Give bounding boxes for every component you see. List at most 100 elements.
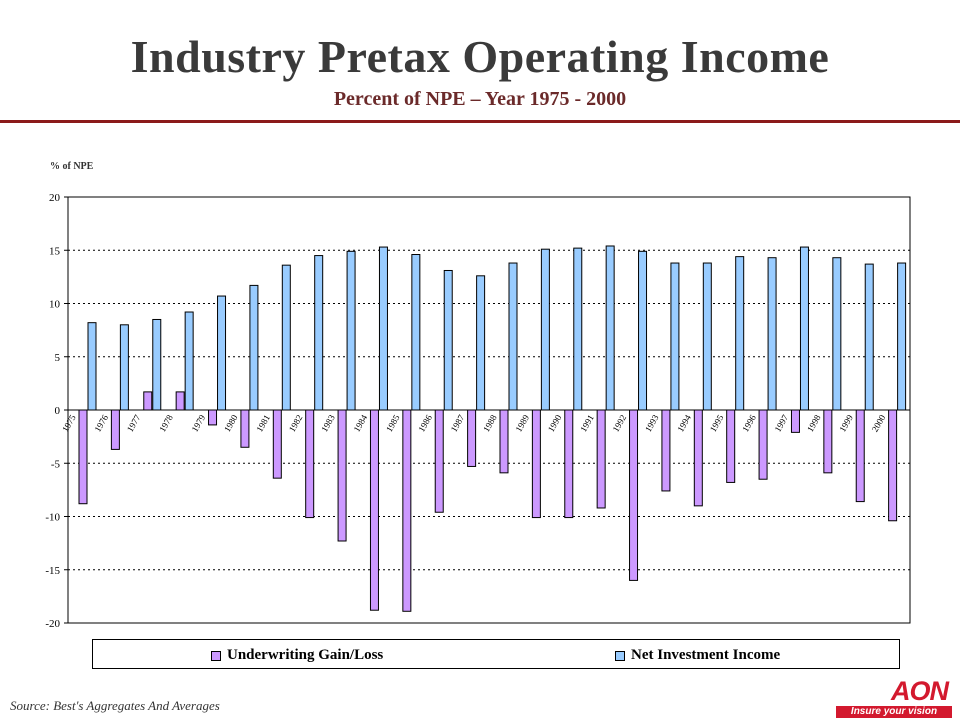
x-tick-label: 1993 — [643, 413, 661, 434]
y-tick-label: 0 — [55, 405, 61, 417]
grid-lines — [68, 196, 910, 571]
y-tick-label: 15 — [49, 245, 61, 257]
bar-underwriting — [531, 409, 541, 519]
x-tick-label: 1975 — [60, 413, 78, 434]
y-tick-label: 5 — [55, 352, 61, 364]
x-tick-label: 2000 — [870, 413, 888, 434]
x-tick-label: 1980 — [222, 413, 240, 434]
bars — [78, 245, 907, 612]
legend-item-underwriting: Underwriting Gain/Loss — [211, 647, 383, 664]
x-tick-label: 1989 — [513, 413, 531, 434]
bar-underwriting — [272, 409, 282, 479]
bar-investment — [670, 262, 680, 411]
x-tick-label: 1991 — [578, 413, 596, 434]
bar-underwriting — [758, 409, 768, 480]
bar-underwriting — [467, 409, 477, 467]
page-subtitle: Percent of NPE – Year 1975 - 2000 — [333, 88, 627, 110]
bar-underwriting — [175, 391, 185, 411]
x-tick-label: 1995 — [708, 413, 726, 434]
bar-investment — [573, 247, 583, 411]
x-tick-label: 1983 — [319, 413, 337, 434]
x-tick-label: 1992 — [611, 413, 629, 434]
bar-investment — [702, 262, 712, 411]
bar-investment — [540, 248, 550, 411]
x-tick-label: 1986 — [416, 413, 434, 434]
source-note: Source: Best's Aggregates And Averages — [10, 698, 220, 713]
bar-underwriting — [855, 409, 865, 503]
y-tick-label: -10 — [45, 512, 60, 524]
bar-underwriting — [564, 409, 574, 519]
bar-investment — [638, 250, 648, 411]
bar-underwriting — [337, 409, 347, 542]
bar-investment — [314, 255, 324, 411]
bar-underwriting — [110, 409, 120, 450]
bar-underwriting — [143, 391, 153, 411]
y-tick-label: -5 — [51, 458, 61, 470]
bar-investment — [605, 245, 615, 411]
bar-investment — [508, 262, 518, 411]
axes — [64, 196, 911, 624]
legend-label-investment: Net Investment Income — [631, 647, 781, 663]
bar-underwriting — [790, 409, 800, 433]
bar-investment — [411, 254, 421, 411]
aon-logo: AON Insure your vision — [836, 676, 952, 718]
x-tick-label: 1977 — [125, 413, 143, 434]
legend-item-investment: Net Investment Income — [615, 647, 780, 664]
chart-legend: Underwriting Gain/Loss Net Investment In… — [92, 639, 900, 669]
bar-investment — [767, 257, 777, 411]
bar-underwriting — [434, 409, 444, 513]
bar-underwriting — [596, 409, 606, 509]
y-tick-label: 10 — [49, 299, 61, 311]
x-tick-label: 1976 — [92, 413, 110, 434]
bar-underwriting — [208, 409, 218, 426]
x-tick-label: 1988 — [481, 413, 499, 434]
bar-investment — [87, 322, 97, 411]
bar-underwriting — [693, 409, 703, 507]
bar-underwriting — [823, 409, 833, 474]
header-rule — [0, 120, 960, 123]
bar-underwriting — [305, 409, 315, 519]
bar-chart: 20 15 10 5 0 -5 -10 -15 -20 1975 1976 1977 1978 1979 1… — [45, 192, 911, 630]
bar-underwriting — [629, 409, 639, 581]
bar-underwriting — [888, 409, 898, 522]
bar-investment — [119, 324, 129, 411]
x-tick-label: 1985 — [384, 413, 402, 434]
y-tick-label: -15 — [45, 565, 60, 577]
legend-swatch-investment — [615, 650, 625, 661]
bar-investment — [346, 250, 356, 411]
y-axis-label: % of NPE — [50, 161, 94, 172]
x-tick-label: 1979 — [190, 413, 208, 434]
bar-investment — [281, 264, 291, 411]
bar-investment — [864, 263, 874, 411]
x-tick-label: 1981 — [254, 413, 272, 434]
x-tick-label: 1998 — [805, 413, 823, 434]
y-tick-label: 20 — [49, 192, 61, 204]
x-tick-label: 1997 — [773, 413, 791, 434]
bar-underwriting — [726, 409, 736, 483]
legend-swatch-underwriting — [211, 650, 221, 661]
x-tick-label: 1994 — [675, 413, 693, 434]
bar-investment — [897, 262, 907, 411]
legend-label-underwriting: Underwriting Gain/Loss — [227, 647, 384, 663]
bar-investment — [249, 284, 259, 411]
x-tick-label: 1996 — [740, 413, 758, 434]
bar-investment — [217, 295, 227, 411]
logo-wordmark: AON — [891, 676, 949, 706]
x-tick-label: 1990 — [546, 413, 564, 434]
bar-investment — [378, 246, 388, 411]
x-tick-label: 1999 — [837, 413, 855, 434]
logo-tagline: Insure your vision — [836, 706, 952, 718]
bar-underwriting — [402, 409, 412, 612]
x-tick-label: 1987 — [449, 413, 467, 434]
bar-investment — [832, 257, 842, 411]
y-tick-label: -20 — [45, 618, 60, 630]
bar-investment — [799, 246, 809, 411]
bar-investment — [735, 256, 745, 411]
x-tick-label: 1984 — [352, 413, 370, 434]
bar-underwriting — [499, 409, 509, 474]
bar-underwriting — [369, 409, 379, 611]
x-tick-label: 1982 — [287, 413, 305, 434]
bar-investment — [184, 311, 194, 411]
x-tick-label: 1978 — [157, 413, 175, 434]
bar-investment — [152, 318, 162, 411]
